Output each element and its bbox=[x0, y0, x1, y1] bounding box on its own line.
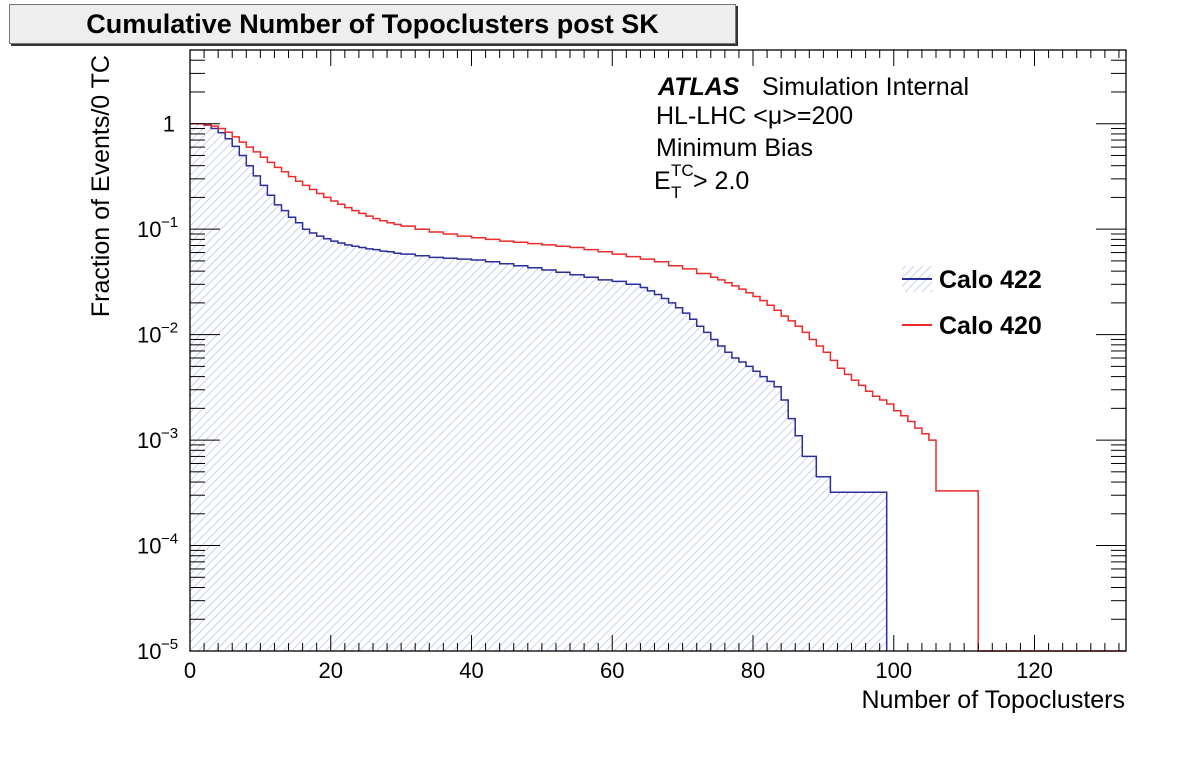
y-tick-label-exponent: −3 bbox=[161, 425, 178, 442]
legend-label-calo-420: Calo 420 bbox=[939, 312, 1042, 340]
x-tick-label: 60 bbox=[600, 658, 624, 683]
y-tick-label: 10 bbox=[137, 428, 161, 453]
y-tick-label: 10 bbox=[137, 217, 161, 242]
annotation-line4-sup: TC bbox=[671, 161, 694, 180]
annotation-line2: HL-LHC <μ>=200 bbox=[656, 102, 853, 130]
legend: Calo 422 Calo 420 bbox=[902, 266, 1042, 340]
simulation-label: Simulation Internal bbox=[762, 73, 969, 101]
series-layer bbox=[190, 122, 1126, 652]
y-tick-label: 10 bbox=[137, 534, 161, 559]
annotation-line4-sub: T bbox=[671, 183, 681, 202]
x-tick-label: 80 bbox=[741, 658, 765, 683]
x-tick-label: 120 bbox=[1016, 658, 1053, 683]
x-tick-label: 20 bbox=[319, 658, 343, 683]
y-tick-label: 1 bbox=[163, 112, 175, 137]
x-tick-label: 0 bbox=[184, 658, 196, 683]
chart-title-box: Cumulative Number of Topoclusters post S… bbox=[9, 4, 736, 44]
series-calo-422-line bbox=[190, 122, 888, 651]
annotation-line4: E bbox=[654, 167, 671, 195]
fill-layer bbox=[190, 123, 887, 651]
axis-ticks bbox=[189, 49, 1126, 652]
y-tick-label-exponent: −4 bbox=[161, 531, 178, 548]
y-tick-label-exponent: −1 bbox=[161, 214, 178, 231]
y-axis-label: Fraction of Events/0 TC bbox=[87, 55, 115, 317]
x-tick-label: 40 bbox=[459, 658, 483, 683]
atlas-label: ATLAS bbox=[657, 73, 740, 101]
series-calo-420-line bbox=[190, 122, 1126, 652]
annotation-line4-base: E bbox=[654, 167, 671, 195]
annotation-line4-rest: > 2.0 bbox=[693, 167, 749, 195]
series-calo-422-fill bbox=[190, 123, 887, 651]
legend-label-calo-422: Calo 422 bbox=[939, 266, 1042, 294]
x-axis-label: Number of Topoclusters bbox=[861, 686, 1125, 714]
annotation-line3: Minimum Bias bbox=[656, 134, 813, 162]
y-tick-label-exponent: −2 bbox=[161, 320, 178, 337]
chart-title: Cumulative Number of Topoclusters post S… bbox=[86, 9, 659, 39]
y-tick-label-exponent: −5 bbox=[161, 636, 178, 653]
y-tick-label: 10 bbox=[137, 639, 161, 664]
y-tick-label: 10 bbox=[137, 323, 161, 348]
x-tick-label: 100 bbox=[875, 658, 912, 683]
